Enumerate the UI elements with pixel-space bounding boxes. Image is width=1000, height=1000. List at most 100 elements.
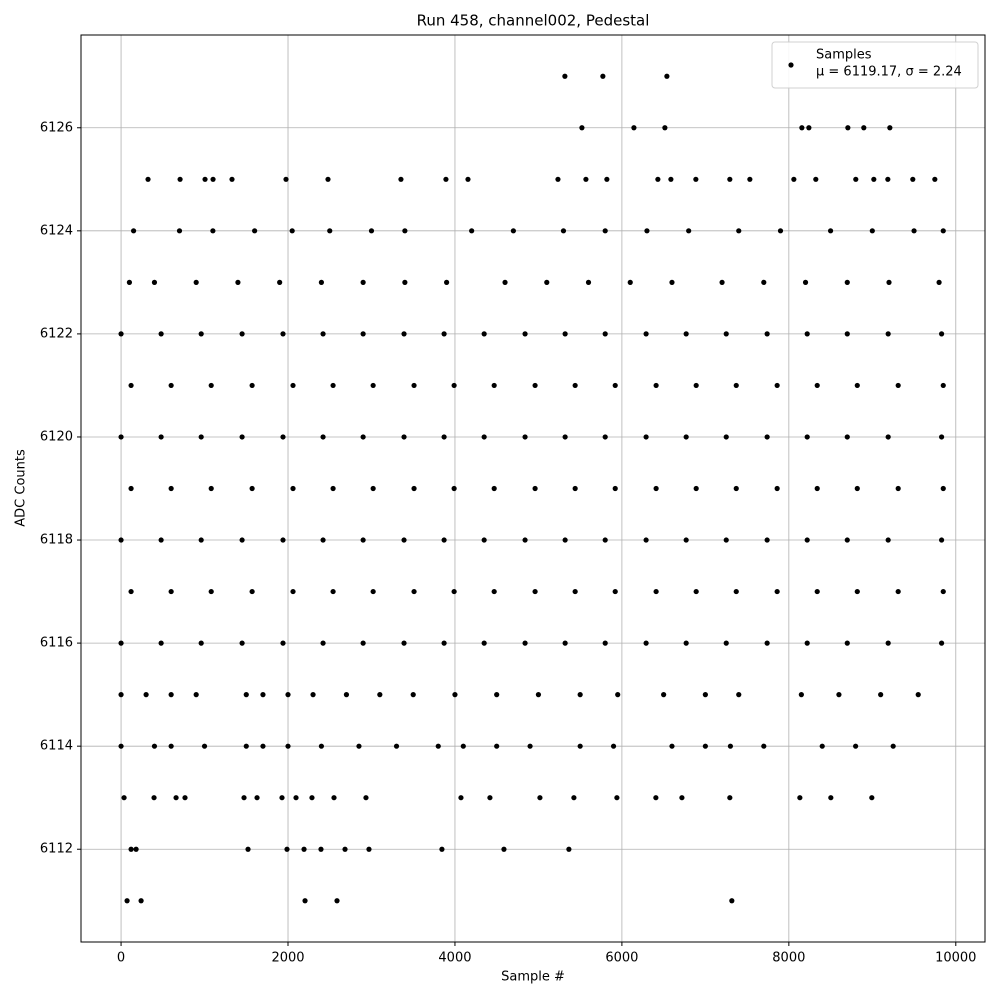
point xyxy=(844,640,850,646)
point xyxy=(562,537,568,543)
x-tick-label: 0 xyxy=(117,951,125,966)
point xyxy=(612,485,618,492)
point xyxy=(854,382,860,389)
point xyxy=(871,176,877,182)
point xyxy=(182,795,188,801)
point xyxy=(158,537,164,543)
point xyxy=(537,795,543,801)
point xyxy=(653,588,659,595)
point xyxy=(910,176,916,182)
point xyxy=(747,176,753,182)
point xyxy=(481,537,487,543)
point xyxy=(723,331,729,337)
point xyxy=(729,898,735,904)
point xyxy=(481,640,487,646)
point xyxy=(444,279,450,285)
point xyxy=(280,640,286,646)
point xyxy=(532,588,538,595)
point xyxy=(239,640,245,646)
point xyxy=(128,588,134,595)
point xyxy=(290,588,296,595)
point xyxy=(435,743,441,749)
point xyxy=(887,125,893,131)
point xyxy=(465,176,471,182)
point xyxy=(579,125,585,131)
point xyxy=(280,331,286,337)
point xyxy=(290,485,296,492)
point xyxy=(249,382,255,389)
point xyxy=(143,692,149,698)
point xyxy=(610,743,617,749)
point xyxy=(940,588,946,595)
legend-label: Samples xyxy=(816,48,872,63)
point xyxy=(325,176,331,182)
point xyxy=(669,279,675,285)
point xyxy=(177,176,183,182)
point xyxy=(804,640,810,646)
point xyxy=(895,485,901,492)
y-tick-label: 6114 xyxy=(40,739,73,754)
point xyxy=(201,743,208,749)
point xyxy=(806,125,812,131)
point xyxy=(532,485,538,492)
point xyxy=(936,279,942,285)
point xyxy=(360,434,366,440)
point xyxy=(774,485,780,492)
point xyxy=(643,331,649,337)
point xyxy=(280,434,286,440)
point xyxy=(327,228,333,234)
point xyxy=(844,331,850,337)
point xyxy=(844,279,850,285)
point xyxy=(277,279,283,285)
point xyxy=(487,795,493,801)
point xyxy=(861,125,867,131)
point xyxy=(895,382,901,389)
point xyxy=(764,640,770,646)
point xyxy=(774,588,780,595)
point xyxy=(577,743,583,749)
point xyxy=(853,176,859,182)
point xyxy=(571,795,577,801)
point xyxy=(356,743,362,749)
point xyxy=(360,279,366,285)
point xyxy=(318,743,324,749)
point xyxy=(653,485,659,492)
point xyxy=(366,846,372,852)
point xyxy=(693,485,699,492)
point xyxy=(679,795,685,801)
point xyxy=(441,434,447,440)
point xyxy=(502,279,508,285)
point xyxy=(401,331,407,337)
point xyxy=(320,537,326,543)
point xyxy=(481,331,487,337)
point xyxy=(814,382,820,389)
point xyxy=(733,485,739,492)
point xyxy=(664,73,670,79)
point xyxy=(133,846,139,852)
point xyxy=(911,228,917,234)
point xyxy=(320,331,326,337)
point xyxy=(631,125,637,131)
point xyxy=(797,795,803,801)
point xyxy=(522,331,528,337)
point xyxy=(577,692,583,698)
point xyxy=(643,640,649,646)
point xyxy=(940,228,946,234)
point xyxy=(310,692,316,698)
point xyxy=(693,588,699,595)
point xyxy=(669,743,675,749)
point xyxy=(393,743,400,749)
point xyxy=(443,176,449,182)
point xyxy=(886,279,892,285)
point xyxy=(168,485,174,492)
point xyxy=(241,795,247,801)
point xyxy=(612,588,618,595)
point xyxy=(761,279,767,285)
point xyxy=(653,795,659,801)
point xyxy=(566,846,572,852)
y-axis-label: ADC Counts xyxy=(14,449,29,527)
point xyxy=(693,176,699,182)
point xyxy=(252,228,258,234)
point xyxy=(198,537,204,543)
